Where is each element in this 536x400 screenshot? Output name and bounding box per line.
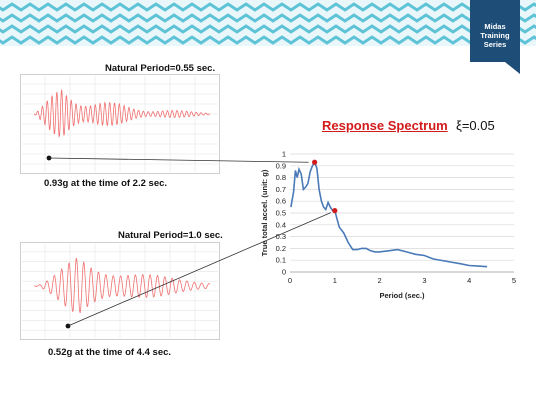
x-tick-label: 3 [422,276,426,285]
y-tick-label: 0 [282,268,286,277]
record1-plot [20,74,220,174]
y-tick-label: 0.2 [276,244,286,253]
spectrum-series-line [290,160,488,268]
record1-title: Natural Period=0.55 sec. [105,63,216,74]
y-tick-label: 0.3 [276,232,286,241]
badge-line-1: Midas [484,22,506,31]
record2-title: Natural Period=1.0 sec. [118,230,223,241]
y-tick-label: 0.7 [276,185,286,194]
record2-waveform [34,257,211,314]
badge-line-3: Series [483,40,507,49]
record1-waveform [33,89,211,138]
zigzag-row [0,35,536,45]
y-tick-label: 0.9 [276,161,286,170]
y-axis-label: True total accel. (unit: g) [260,169,269,256]
y-tick-label: 1 [282,150,286,159]
y-tick-label: 0.5 [276,209,286,218]
y-tick-label: 0.8 [276,173,286,182]
badge-line-2: Training [480,31,510,40]
record1-caption: 0.93g at the time of 2.2 sec. [44,178,168,189]
zigzag-pattern [0,2,536,45]
damping-label: ξ=0.05 [456,118,495,133]
zigzag-row [0,13,536,23]
connector-line-1 [48,157,309,163]
peak-marker [332,208,338,214]
x-tick-label: 5 [512,276,516,285]
peak-marker [312,159,318,165]
y-tick-label: 0.6 [276,197,286,206]
x-tick-label: 2 [378,276,382,285]
x-axis-label: Period (sec.) [379,291,425,300]
zigzag-banner [0,0,536,46]
x-tick-label: 1 [333,276,337,285]
record2-caption: 0.52g at the time of 4.4 sec. [48,347,172,358]
zigzag-row [0,24,536,34]
badge-label: Midas Training Series [470,22,520,49]
spectrum-title: Response Spectrum [322,118,448,133]
series-badge [470,0,520,74]
x-tick-label: 0 [288,276,292,285]
zigzag-row [0,2,536,12]
y-tick-label: 0.1 [276,256,286,265]
x-tick-label: 4 [467,276,471,285]
connector-line-2 [67,212,331,327]
record2-plot [20,242,220,340]
y-tick-label: 0.4 [276,220,286,229]
